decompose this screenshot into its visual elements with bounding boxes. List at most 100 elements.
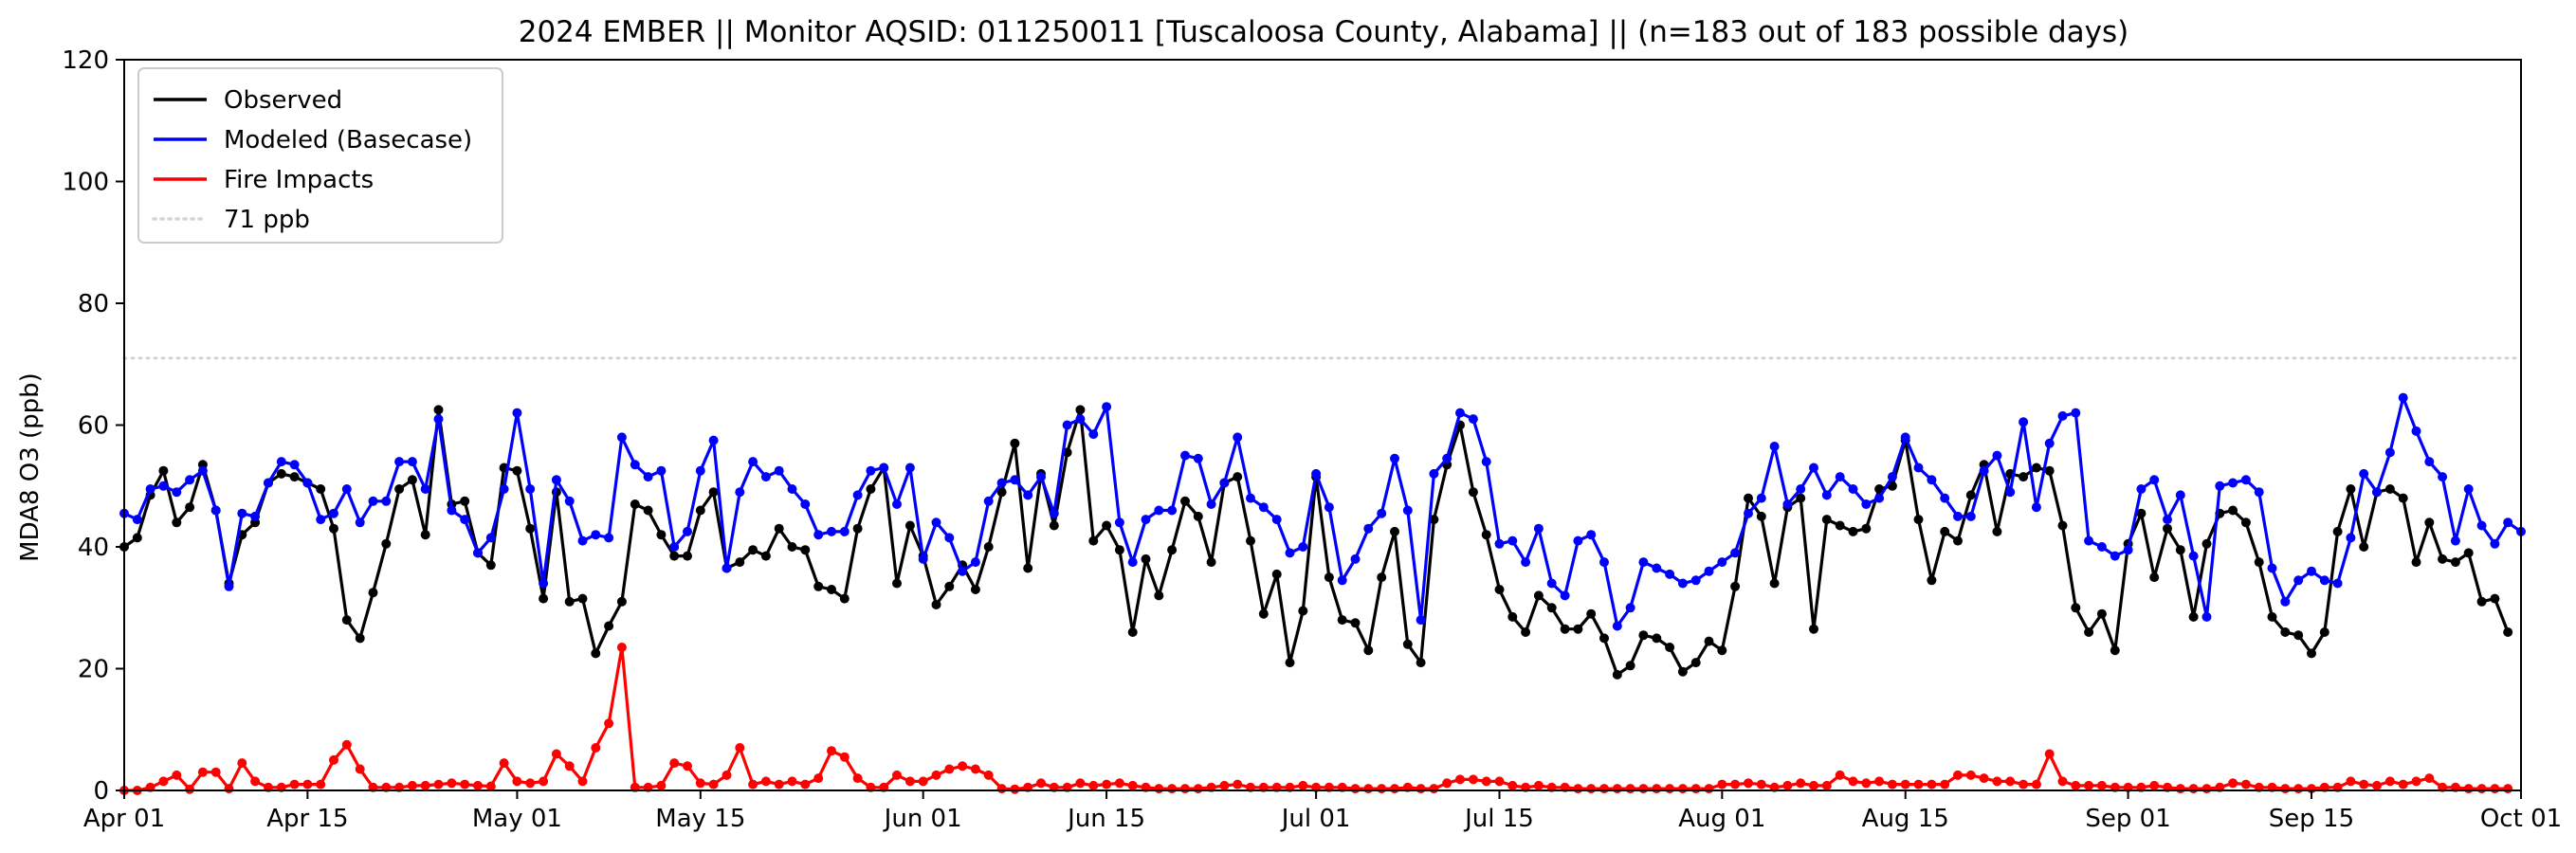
series-0-point xyxy=(616,596,627,607)
series-0-point xyxy=(839,593,850,604)
series-0-point xyxy=(1402,639,1413,649)
series-1-point xyxy=(2084,535,2094,546)
series-2-point xyxy=(1533,780,1544,790)
series-2-point xyxy=(407,780,417,790)
series-2-point xyxy=(970,764,980,774)
series-1-point xyxy=(2254,487,2264,498)
series-2-point xyxy=(2424,773,2435,784)
series-1-point xyxy=(1638,557,1649,568)
series-1-point xyxy=(355,517,365,528)
series-0-point xyxy=(1390,526,1399,536)
series-1-point xyxy=(1180,450,1190,461)
series-0-point xyxy=(132,533,142,543)
series-1-point xyxy=(1821,490,1832,500)
series-1-point xyxy=(302,478,313,488)
series-1-point xyxy=(2071,408,2081,418)
series-1-point xyxy=(158,481,169,491)
series-1-point xyxy=(1442,453,1452,463)
series-0-point xyxy=(1049,520,1059,531)
series-1-point xyxy=(381,496,392,506)
series-1-point xyxy=(1900,432,1910,443)
series-1-point xyxy=(760,472,771,482)
series-1-point xyxy=(1533,523,1544,534)
series-1-point xyxy=(1298,542,1308,552)
series-2-point xyxy=(2398,779,2408,789)
series-1-point xyxy=(1206,499,1216,509)
series-0-point xyxy=(185,502,195,513)
series-0-point xyxy=(760,551,771,561)
series-2-point xyxy=(1809,780,1818,790)
series-2-point xyxy=(1665,784,1675,794)
series-2-point xyxy=(1704,784,1714,794)
series-0-point xyxy=(1652,633,1662,644)
series-0-point xyxy=(2019,472,2029,482)
series-0-point xyxy=(1586,608,1597,619)
series-1-point xyxy=(2123,545,2133,555)
x-tick-label: Sep 01 xyxy=(2085,805,2170,833)
series-1-point xyxy=(2307,566,2316,576)
series-1-point xyxy=(2346,533,2356,543)
y-tick-label: 120 xyxy=(62,46,109,75)
series-0-point xyxy=(2319,627,2329,637)
series-2-point xyxy=(1913,779,1924,789)
series-2-point xyxy=(250,776,261,787)
series-0-point xyxy=(2411,557,2421,568)
series-1-point xyxy=(604,533,614,543)
series-0-point xyxy=(2332,526,2343,536)
series-1-point xyxy=(2372,487,2382,498)
series-1-point xyxy=(2411,426,2421,436)
x-tick-label: Jul 01 xyxy=(1280,805,1351,833)
series-1-point xyxy=(1246,493,1255,503)
series-2-point xyxy=(1677,784,1688,794)
series-2-point xyxy=(1887,779,1897,789)
series-2-point xyxy=(172,770,182,780)
series-2-point xyxy=(473,780,483,790)
series-2-point xyxy=(1390,784,1399,794)
series-1-point xyxy=(185,475,195,485)
series-0-point xyxy=(394,484,405,494)
series-1-point xyxy=(1861,499,1872,509)
series-2-point xyxy=(1638,784,1649,794)
x-tick-label: May 15 xyxy=(655,805,745,833)
series-0-point xyxy=(1835,520,1845,531)
series-2-point xyxy=(420,780,430,790)
series-0-point xyxy=(1861,523,1872,534)
series-1-point xyxy=(1665,569,1675,579)
series-1-point xyxy=(1586,530,1597,540)
series-0-point xyxy=(695,505,705,516)
series-0-point xyxy=(2424,517,2435,528)
series-1-point xyxy=(1796,484,1806,494)
series-0-point xyxy=(1337,615,1347,626)
series-0-point xyxy=(1481,530,1491,540)
series-2-point xyxy=(1625,784,1635,794)
x-tick-label: Oct 01 xyxy=(2480,805,2562,833)
x-tick-label: Jun 15 xyxy=(1066,805,1145,833)
series-2-point xyxy=(1088,780,1099,790)
series-1-point xyxy=(904,463,915,473)
series-0-point xyxy=(1756,511,1766,521)
series-0-point xyxy=(983,542,994,552)
legend-label: Fire Impacts xyxy=(224,166,374,194)
series-1-point xyxy=(1769,442,1780,451)
series-1-point xyxy=(1848,484,1858,494)
series-2-point xyxy=(1848,776,1858,787)
x-tick-label: Jul 15 xyxy=(1463,805,1534,833)
legend-label: Modeled (Basecase) xyxy=(224,126,472,154)
series-1-point xyxy=(591,530,601,540)
series-0-point xyxy=(1717,645,1727,656)
series-0-point xyxy=(1887,481,1897,491)
series-0-point xyxy=(2201,538,2212,549)
series-line-0 xyxy=(123,408,2510,677)
y-tick-label: 40 xyxy=(78,534,109,562)
series-0-point xyxy=(1507,611,1518,622)
series-2-point xyxy=(1455,774,1465,785)
series-0-point xyxy=(643,505,653,516)
series-1-point xyxy=(2332,578,2343,589)
series-2-point xyxy=(316,779,326,789)
series-0-point xyxy=(2463,548,2474,558)
series-1-point xyxy=(2503,517,2513,528)
series-0-point xyxy=(2438,554,2448,564)
series-1-point xyxy=(735,487,745,498)
series-0-point xyxy=(1127,627,1138,637)
series-1-point xyxy=(1809,463,1818,473)
